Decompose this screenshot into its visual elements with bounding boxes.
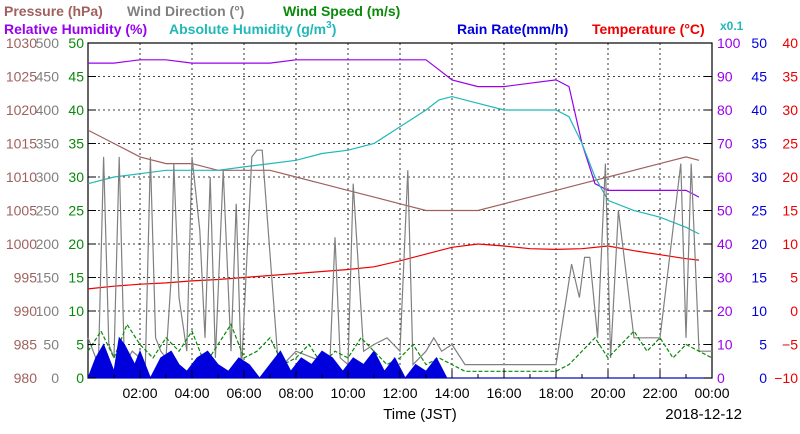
series-absolute-humidity-g-m-x [87, 95, 700, 235]
y-tick-wind-speed: 25 [68, 203, 84, 219]
date-label: 2018-12-12 [665, 406, 742, 423]
y-tick-relative-humidity: 0 [717, 370, 725, 386]
series-layer [87, 59, 713, 380]
y-tick-wind-speed: 20 [68, 236, 84, 252]
y-tick-temperature: −5 [782, 337, 798, 353]
y-tick-pressure: 1010 [6, 169, 37, 185]
y-tick-pressure: 1015 [6, 136, 37, 152]
y-tick-temperature: 20 [782, 169, 798, 185]
y-tick-pressure: 1000 [6, 236, 37, 252]
y-tick-relative-humidity: 30 [717, 270, 733, 286]
series-wind-direction [87, 149, 712, 372]
series-relative-humidity [88, 59, 700, 198]
y-tick-pressure: 1025 [6, 69, 37, 85]
y-tick-rain-rate: 5 [759, 337, 767, 353]
y-tick-temperature: 5 [790, 270, 798, 286]
legend-wind-speed: Wind Speed (m/s) [283, 3, 400, 19]
y-tick-rain-rate: 15 [751, 270, 767, 286]
x-tick-label: 10:00 [330, 385, 365, 401]
x-tick-label: 18:00 [538, 385, 573, 401]
y-tick-wind-speed: 10 [68, 303, 84, 319]
y-tick-pressure: 1020 [6, 102, 37, 118]
y-tick-pressure: 985 [14, 337, 38, 353]
legend-absolute-humidity: Absolute Humidity (g/m3) [169, 20, 336, 37]
y-tick-relative-humidity: 70 [717, 136, 733, 152]
y-tick-relative-humidity: 50 [717, 203, 733, 219]
y-tick-wind-speed: 50 [68, 35, 84, 51]
x-tick-label: 08:00 [278, 385, 313, 401]
y-tick-wind-speed: 30 [68, 169, 84, 185]
x-tick-label: 14:00 [434, 385, 469, 401]
y-tick-wind-direction: 450 [36, 69, 60, 85]
series-wind-speed-m-s [87, 323, 713, 372]
y-tick-rain-rate: 25 [751, 203, 767, 219]
axes: 02:00 04:00 06:00 08:00 10:00 12:00 14:00 16:00… [6, 35, 798, 401]
x-tick-label: 00:00 [694, 385, 729, 401]
y-tick-rain-rate: 30 [751, 169, 767, 185]
y-tick-rain-rate: 10 [751, 303, 767, 319]
x-tick-label: 16:00 [486, 385, 521, 401]
y-tick-wind-direction: 200 [36, 236, 60, 252]
y-tick-wind-direction: 150 [36, 270, 60, 286]
y-tick-wind-direction: 350 [36, 136, 60, 152]
y-tick-wind-direction: 500 [36, 35, 60, 51]
y-tick-wind-direction: 50 [43, 337, 59, 353]
y-tick-pressure: 1030 [6, 35, 37, 51]
y-tick-temperature: 40 [782, 35, 798, 51]
y-tick-temperature: 25 [782, 136, 798, 152]
y-tick-wind-speed: 35 [68, 136, 84, 152]
y-tick-temperature: 30 [782, 102, 798, 118]
y-tick-relative-humidity: 80 [717, 102, 733, 118]
legend-wind-direction: Wind Direction (°) [127, 3, 244, 19]
legend-rain-rate: Rain Rate(mm/h) [457, 21, 568, 37]
y-tick-pressure: 990 [14, 303, 38, 319]
y-tick-wind-direction: 0 [51, 370, 59, 386]
y-tick-temperature: 10 [782, 236, 798, 252]
y-tick-wind-speed: 5 [76, 337, 84, 353]
legend: Pressure (hPa) Wind Direction (°) Wind S… [4, 3, 744, 37]
y-tick-wind-speed: 45 [68, 69, 84, 85]
y-tick-relative-humidity: 10 [717, 337, 733, 353]
y-tick-temperature: −10 [774, 370, 798, 386]
legend-relative-humidity: Relative Humidity (%) [4, 21, 147, 37]
y-tick-wind-speed: 15 [68, 270, 84, 286]
y-tick-relative-humidity: 60 [717, 169, 733, 185]
y-tick-pressure: 995 [14, 270, 38, 286]
y-tick-relative-humidity: 90 [717, 69, 733, 85]
series-rain-rate [87, 336, 712, 380]
y-tick-temperature: 35 [782, 69, 798, 85]
x-tick-label: 22:00 [642, 385, 677, 401]
y-tick-rain-rate: 20 [751, 236, 767, 252]
legend-abs-humidity-scale: x0.1 [720, 19, 744, 33]
x-tick-label: 06:00 [226, 385, 261, 401]
x-axis-label: Time (JST) [383, 406, 457, 423]
y-tick-rain-rate: 45 [751, 69, 767, 85]
x-tick-label: 12:00 [382, 385, 417, 401]
y-tick-wind-speed: 0 [76, 370, 84, 386]
y-tick-rain-rate: 0 [759, 370, 767, 386]
x-tick-label: 04:00 [174, 385, 209, 401]
y-tick-rain-rate: 50 [751, 35, 767, 51]
y-tick-wind-direction: 250 [36, 203, 60, 219]
x-tick-label: 02:00 [122, 385, 157, 401]
y-tick-relative-humidity: 40 [717, 236, 733, 252]
y-tick-wind-direction: 400 [36, 102, 60, 118]
y-tick-wind-speed: 40 [68, 102, 84, 118]
y-tick-relative-humidity: 100 [717, 35, 741, 51]
y-tick-rain-rate: 40 [751, 102, 767, 118]
y-tick-temperature: 0 [790, 303, 798, 319]
y-tick-temperature: 15 [782, 203, 798, 219]
legend-temperature: Temperature (°C) [592, 21, 705, 37]
y-tick-wind-direction: 300 [36, 169, 60, 185]
x-tick-label: 20:00 [590, 385, 625, 401]
y-tick-rain-rate: 35 [751, 136, 767, 152]
y-tick-relative-humidity: 20 [717, 303, 733, 319]
y-tick-wind-direction: 100 [36, 303, 60, 319]
y-tick-pressure: 980 [14, 370, 38, 386]
y-tick-pressure: 1005 [6, 203, 37, 219]
legend-pressure: Pressure (hPa) [4, 3, 103, 19]
